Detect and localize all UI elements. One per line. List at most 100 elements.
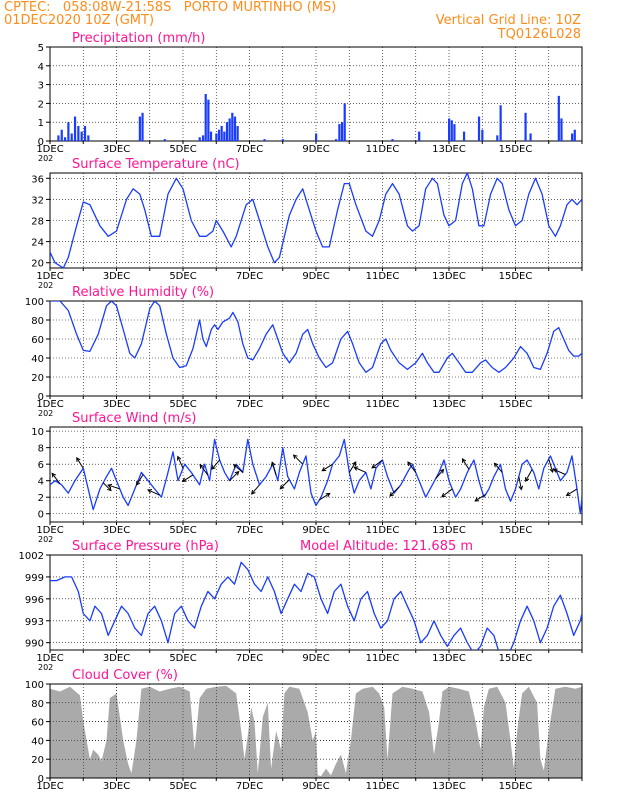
x-tick-label: 5DEC xyxy=(169,271,196,282)
wind-arrow xyxy=(474,494,486,502)
y-tick-label: 60 xyxy=(31,335,44,346)
x-tick-label: 15DEC xyxy=(499,781,533,792)
wind-arrow xyxy=(147,489,160,496)
precip-bar xyxy=(228,118,231,141)
x-tick-label: 11DEC xyxy=(366,271,400,282)
y-tick-label: 5 xyxy=(38,43,44,54)
precip-bar xyxy=(334,139,338,141)
wind-arrow xyxy=(136,474,144,486)
y-tick-label: 0 xyxy=(38,392,44,403)
x-tick-label: 7DEC xyxy=(236,271,263,282)
wind-arrow xyxy=(233,464,244,473)
precip-bar xyxy=(338,124,341,141)
wind-arrow-head xyxy=(352,461,357,467)
chart-pres: 990 993 996 999 1002 1DEC 3DEC 5DEC 7DEC 9DEC 11DE… xyxy=(19,539,583,672)
precip-bar xyxy=(571,133,574,141)
x-tick-label: 15DEC xyxy=(499,653,533,664)
y-tick-label: 20 xyxy=(31,755,44,766)
wind-arrow xyxy=(182,474,194,482)
precip-bar xyxy=(263,139,266,141)
chart-title: Cloud Cover (%) xyxy=(72,668,178,683)
header-title: CPTEC: 058:08W-21:58S PORTO MURTINHO (MS… xyxy=(4,0,337,15)
precip-bar xyxy=(560,118,563,141)
x-tick-label: 5DEC xyxy=(169,399,196,410)
wind-arrow xyxy=(293,454,304,465)
wind-arrow xyxy=(348,461,357,473)
wind-arrow-head xyxy=(270,461,276,467)
x-start-sub-label: 202 xyxy=(38,281,53,290)
wind-arrow-head xyxy=(325,492,331,498)
wind-arrow-head xyxy=(234,470,240,476)
wind-arrow-head xyxy=(76,457,81,462)
y-tick-label: 28 xyxy=(31,217,44,228)
precip-bar xyxy=(67,122,70,141)
x-tick-label: 5DEC xyxy=(169,653,196,664)
wind-arrow xyxy=(199,464,209,476)
y-tick-label: 993 xyxy=(25,617,44,628)
wind-arrow xyxy=(321,463,333,472)
precip-bar xyxy=(83,125,87,141)
x-tick-label: 1DEC xyxy=(36,525,63,536)
precip-bar xyxy=(391,139,394,141)
plot-frame xyxy=(49,300,583,397)
precip-bar xyxy=(57,135,60,141)
wind-arrow-head xyxy=(147,489,153,494)
x-tick-label: 11DEC xyxy=(366,399,400,410)
precip-bar xyxy=(209,131,213,141)
wind-arrow xyxy=(251,484,260,495)
y-tick-label: 40 xyxy=(31,354,44,365)
precip-bar xyxy=(77,125,80,141)
chart-wind: 0 2 4 6 8 10 1DEC 3DEC 5DEC 7DEC 9DEC 11DEC 13DEC 15D… xyxy=(31,411,583,544)
precip-bar xyxy=(223,131,226,141)
x-tick-label: 11DEC xyxy=(366,525,400,536)
y-tick-label: 100 xyxy=(25,680,44,691)
y-tick-label: 20 xyxy=(31,259,44,270)
precip-bar xyxy=(343,103,346,141)
series-line xyxy=(50,561,582,650)
wind-arrow-head xyxy=(552,468,558,473)
x-tick-label: 1DEC xyxy=(36,144,63,155)
y-tick-label: 0 xyxy=(38,774,44,785)
y-tick-label: 3 xyxy=(38,81,44,92)
x-start-sub-label: 202 xyxy=(38,663,53,672)
x-tick-label: 13DEC xyxy=(432,399,466,410)
precip-bar xyxy=(477,116,481,141)
y-tick-label: 100 xyxy=(25,297,44,308)
x-tick-label: 7DEC xyxy=(236,399,263,410)
chart-precip: 0 1 2 3 4 5 1DEC 3DEC 5DEC 7DEC 9DEC 11DEC 13DEC 15DE… xyxy=(36,31,583,163)
chart-title: Relative Humidity (%) xyxy=(72,285,214,300)
wind-arrow-head xyxy=(250,489,256,495)
x-start-sub-label: 202 xyxy=(38,409,53,418)
wind-arrow-head xyxy=(107,483,113,489)
x-tick-label: 15DEC xyxy=(499,144,533,155)
wind-arrow-head xyxy=(199,463,204,469)
precip-bar xyxy=(163,139,166,141)
x-tick-label: 5DEC xyxy=(169,781,196,792)
wind-arrow xyxy=(177,456,184,469)
series-line xyxy=(50,438,582,515)
x-tick-label: 7DEC xyxy=(236,781,263,792)
wind-arrow xyxy=(371,459,383,469)
precip-bar xyxy=(207,99,210,141)
y-tick-label: 0 xyxy=(38,510,44,521)
x-tick-label: 13DEC xyxy=(432,653,466,664)
wind-arrow xyxy=(407,461,417,473)
x-tick-label: 13DEC xyxy=(432,144,466,155)
wind-arrow-head xyxy=(232,463,238,469)
x-tick-label: 3DEC xyxy=(103,144,130,155)
precip-bar xyxy=(87,135,90,141)
precip-bar xyxy=(236,125,239,141)
chart-rh: 0 20 40 60 80 100 1DEC 3DEC 5DEC 7DEC 9DEC 11DEC 13D… xyxy=(25,285,583,418)
y-tick-label: 0 xyxy=(38,137,44,148)
precip-bar xyxy=(138,116,141,141)
y-tick-label: 40 xyxy=(31,736,44,747)
precip-bar xyxy=(496,135,499,141)
y-tick-label: 80 xyxy=(31,316,44,327)
wind-arrow xyxy=(279,479,290,490)
wind-arrow-head xyxy=(439,468,445,474)
wind-arrow-head xyxy=(518,485,524,491)
header-date: 01DEC2020 10Z (GMT) xyxy=(4,13,155,28)
y-tick-label: 1 xyxy=(38,118,44,129)
precip-bar xyxy=(281,139,284,141)
y-tick-label: 4 xyxy=(38,62,44,73)
